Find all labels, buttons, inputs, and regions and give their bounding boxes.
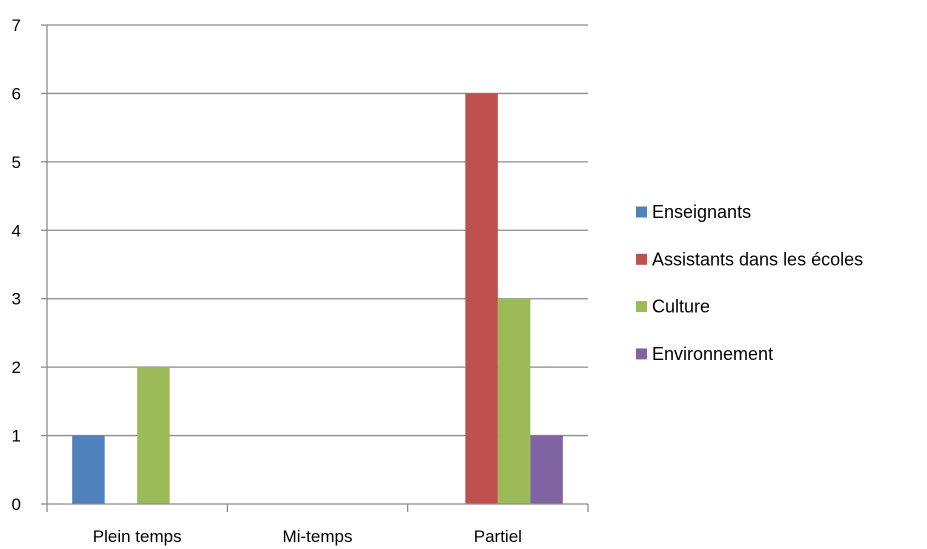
x-tick-label: Plein temps: [93, 527, 182, 546]
legend-swatch: [636, 206, 647, 218]
bar-0-0: [72, 435, 105, 504]
y-tick-label: 6: [12, 84, 21, 103]
x-tick-label: Partiel: [474, 527, 522, 546]
legend-label: Culture: [652, 297, 710, 317]
legend: Enseignants Assistants dans les écoles Cul…: [636, 202, 863, 364]
bar-2-2: [497, 298, 531, 504]
y-tick-label: 4: [12, 221, 21, 240]
legend-label: Assistants dans les écoles: [652, 249, 863, 269]
y-tick-label: 1: [12, 427, 21, 446]
bar-2-1: [465, 93, 498, 504]
legend-label: Environnement: [652, 344, 773, 364]
bar-0-2: [137, 367, 170, 504]
y-tick-label: 2: [12, 358, 21, 377]
y-tick-label: 7: [12, 16, 21, 35]
legend-swatch: [636, 253, 647, 265]
x-axis-tick-labels: Plein temps Mi-temps Partiel: [93, 527, 522, 546]
y-tick-label: 5: [12, 153, 21, 172]
y-tick-label: 3: [12, 290, 21, 309]
legend-swatch: [636, 348, 647, 360]
legend-label: Enseignants: [652, 202, 751, 222]
bars: [72, 93, 563, 504]
legend-swatch: [636, 301, 647, 313]
y-axis-tick-labels: 0 1 2 3 4 5 6 7: [12, 16, 21, 514]
y-tick-label: 0: [12, 495, 21, 514]
axes: [41, 24, 589, 512]
bar-2-3: [530, 435, 563, 504]
x-tick-label: Mi-temps: [283, 527, 353, 546]
